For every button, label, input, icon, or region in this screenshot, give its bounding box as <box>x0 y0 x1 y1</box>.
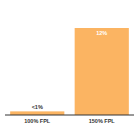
chart: <1% 12% 100% FPL 150% FPL <box>0 0 140 140</box>
bars <box>10 28 129 115</box>
x-tick-label: 150% FPL <box>89 118 116 124</box>
bar <box>75 28 129 115</box>
x-tick-label: 100% FPL <box>24 118 51 124</box>
bar <box>10 111 64 115</box>
baseline <box>5 115 134 116</box>
data-label: <1% <box>32 104 43 110</box>
data-label: 12% <box>96 30 107 36</box>
chart-container: <1% 12% 100% FPL 150% FPL <box>0 0 140 140</box>
